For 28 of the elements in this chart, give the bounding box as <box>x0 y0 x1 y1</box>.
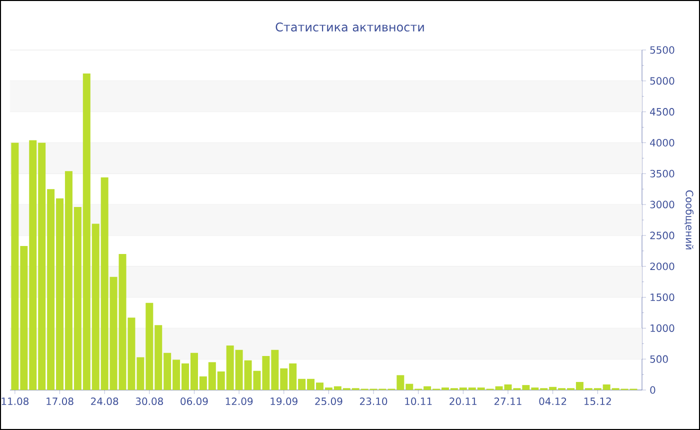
x-tick-label: 11.08 <box>2 398 29 406</box>
x-tick-label: 23.10 <box>360 398 388 406</box>
y-tick-label: 2000 <box>650 262 674 270</box>
y-tick-label: 0 <box>650 386 656 394</box>
x-tick-label: 25.09 <box>315 398 342 406</box>
x-tick-label: 20.11 <box>450 398 477 406</box>
x-tick-label: 06.09 <box>180 398 208 406</box>
y-tick-label: 2500 <box>650 232 674 240</box>
y-tick-label: 1500 <box>650 293 674 302</box>
y-tick-label: 1000 <box>650 324 674 332</box>
x-tick-label: 12.09 <box>226 398 253 406</box>
x-tick-label: 04.12 <box>539 398 566 406</box>
x-tick-label: 19.09 <box>270 398 298 406</box>
y-tick-label: 5000 <box>650 77 674 85</box>
y-tick-label: 5500 <box>650 46 674 54</box>
chart-title: Статистика активности <box>276 22 424 32</box>
x-tick-label: 27.11 <box>494 398 522 405</box>
x-tick-label: 17.08 <box>46 398 74 406</box>
y-axis-title: Сообщений <box>684 190 694 250</box>
x-tick-label: 15.12 <box>584 398 611 406</box>
y-tick-label: 3500 <box>650 170 674 178</box>
x-tick-label: 24.08 <box>91 398 118 406</box>
x-tick-label: 30.08 <box>136 398 163 406</box>
y-tick-label: 4000 <box>650 138 674 146</box>
x-tick-label: 10.11 <box>405 398 432 406</box>
y-tick-label: 4500 <box>650 108 674 116</box>
y-tick-label: 500 <box>650 355 668 363</box>
y-tick-label: 3000 <box>650 200 674 208</box>
